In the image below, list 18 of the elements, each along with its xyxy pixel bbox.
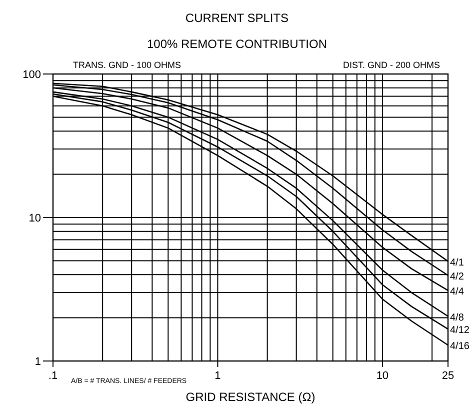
chart-title: CURRENT SPLITS <box>185 11 289 25</box>
series-label: 4/4 <box>450 286 464 298</box>
x-axis-title: GRID RESISTANCE (Ω) <box>186 390 316 404</box>
y-tick-label: 10 <box>28 212 41 224</box>
text: TRANS. GND - 100 OHMS <box>73 60 182 70</box>
series-label: 4/2 <box>450 271 464 282</box>
chart-subtitle: 100% REMOTE CONTRIBUTION <box>146 37 328 51</box>
y-tick-label: 1 <box>34 356 41 368</box>
y-tick-label: 100 <box>22 69 41 81</box>
x-tick-label: 25 <box>442 370 454 382</box>
series-label: 4/8 <box>450 312 464 324</box>
text: DIST. GND - 200 OHMS <box>343 60 440 70</box>
x-tick-label: .1 <box>48 370 58 382</box>
series-label: 4/12 <box>450 325 470 336</box>
series-label: 4/1 <box>450 257 464 268</box>
x-tick-label: 1 <box>214 370 221 382</box>
x-tick-label: 10 <box>376 370 389 382</box>
series-label: 4/16 <box>450 341 470 352</box>
